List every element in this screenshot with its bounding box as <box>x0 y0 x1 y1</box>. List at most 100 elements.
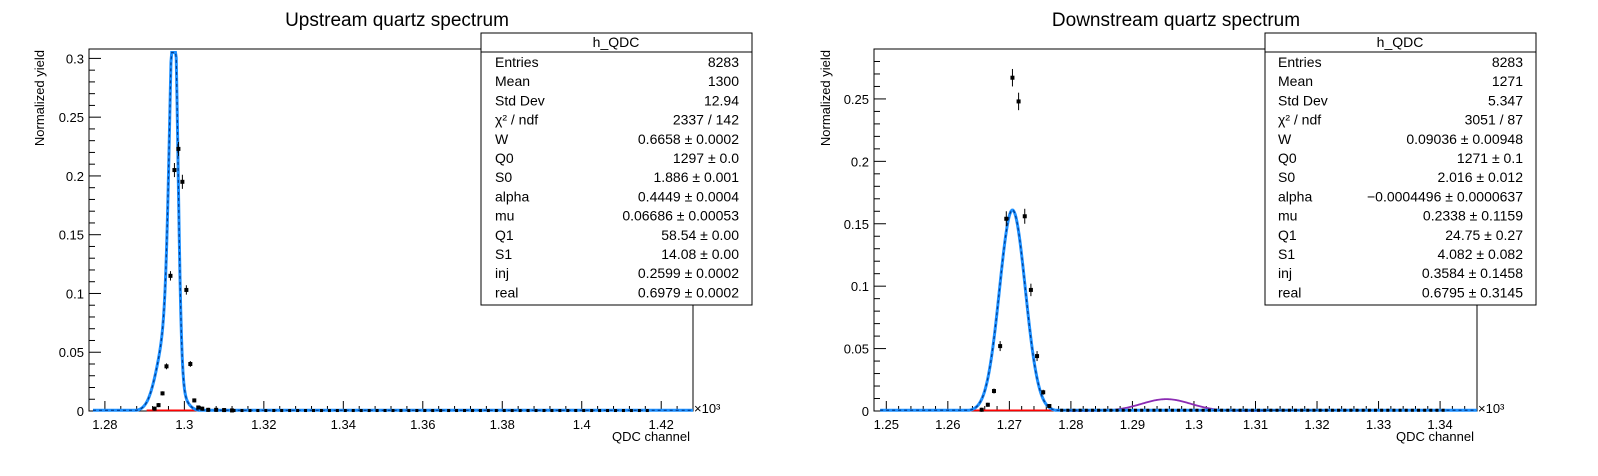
data-point <box>1164 408 1168 412</box>
data-point <box>206 407 211 412</box>
stats-row-label: mu <box>1278 208 1297 224</box>
data-point <box>214 407 219 412</box>
data-point <box>1090 408 1094 412</box>
stats-row-label: Q1 <box>1278 227 1297 243</box>
data-point <box>439 409 443 413</box>
data-point <box>312 409 316 413</box>
stats-row-label: inj <box>1278 265 1292 281</box>
stats-rows: Entries 8283 Mean 1300 Std Dev 12.94 χ² / ndf 2… <box>495 54 739 300</box>
data-point <box>1127 408 1131 412</box>
data-point <box>343 409 347 413</box>
stats-row-value: 0.6795 ± 0.3145 <box>1422 284 1523 300</box>
data-point <box>391 409 395 413</box>
data-point <box>1293 408 1297 412</box>
stats-box-title: h_QDC <box>1377 34 1424 50</box>
data-point <box>232 409 236 413</box>
x-multiplier: ×10³ <box>694 401 721 416</box>
plot-area: 1.28 1.3 1.32 1.34 1.36 1.38 1.4 1.42 0 0.05 0.1 0.… <box>59 51 694 432</box>
stats-box: h_QDC Entries 8283 Mean 1271 Std Dev 5.347 χ² … <box>1264 32 1537 306</box>
data-point <box>455 409 459 413</box>
stats-row-label: Std Dev <box>1278 92 1328 108</box>
data-point <box>486 409 490 413</box>
data-point <box>327 409 331 413</box>
data-point <box>1257 408 1261 412</box>
x-tick-label: 1.36 <box>410 417 435 432</box>
data-point <box>1152 408 1156 412</box>
y-tick-label: 0.3 <box>66 51 84 66</box>
x-tick-label: 1.28 <box>92 417 117 432</box>
data-point <box>1189 408 1193 412</box>
data-point <box>1423 408 1427 412</box>
data-point <box>264 409 268 413</box>
data-point <box>1010 75 1015 80</box>
x-tick-label: 1.32 <box>251 417 276 432</box>
x-tick-label: 1.27 <box>997 417 1022 432</box>
data-point <box>1410 408 1414 412</box>
stats-row-label: Std Dev <box>495 92 545 108</box>
data-point <box>176 146 181 151</box>
stats-row-value: 5.347 <box>1488 92 1523 108</box>
data-point <box>1115 408 1119 412</box>
stats-row-label: S1 <box>495 246 512 262</box>
data-point <box>160 391 165 396</box>
stats-row-value: 14.08 ± 0.00 <box>661 246 739 262</box>
data-point <box>1170 408 1174 412</box>
stats-row-label: χ² / ndf <box>495 112 538 128</box>
y-tick-label: 0.1 <box>66 286 84 301</box>
data-point <box>502 409 506 413</box>
data-point <box>1398 408 1402 412</box>
data-point <box>637 409 641 413</box>
x-tick-label: 1.42 <box>649 417 674 432</box>
data-point <box>534 409 538 413</box>
data-point <box>367 409 371 413</box>
stats-row-label: W <box>495 131 509 147</box>
stats-row-value: 4.082 ± 0.082 <box>1437 246 1523 262</box>
data-point <box>1380 408 1384 412</box>
stats-row-value: 3051 / 87 <box>1465 112 1524 128</box>
data-point <box>1140 408 1144 412</box>
data-point <box>447 409 451 413</box>
data-point <box>621 409 625 413</box>
data-point <box>598 409 602 413</box>
x-tick-label: 1.33 <box>1366 417 1391 432</box>
data-point <box>335 409 339 413</box>
data-point <box>1232 408 1236 412</box>
y-tick-label: 0.25 <box>844 92 869 107</box>
data-point <box>1306 408 1310 412</box>
data-point <box>991 389 996 394</box>
x-tick-label: 1.34 <box>331 417 356 432</box>
data-point <box>1355 408 1359 412</box>
stats-row-value: 24.75 ± 0.27 <box>1445 227 1523 243</box>
stats-row-value: 2.016 ± 0.012 <box>1437 169 1523 185</box>
data-point <box>590 409 594 413</box>
y-axis-label: Normalized yield <box>818 50 833 146</box>
data-point <box>1195 408 1199 412</box>
y-tick-label: 0.25 <box>59 110 84 125</box>
y-tick-label: 0.2 <box>66 169 84 184</box>
stats-row-label: Q1 <box>495 227 514 243</box>
data-point <box>566 409 570 413</box>
data-point <box>463 409 467 413</box>
data-point <box>200 406 205 411</box>
data-point <box>1207 408 1211 412</box>
data-point <box>494 409 498 413</box>
data-point <box>1435 408 1439 412</box>
stats-row-value: 0.2599 ± 0.0002 <box>638 265 739 281</box>
x-tick-label: 1.38 <box>490 417 515 432</box>
data-point <box>1300 408 1304 412</box>
data-point <box>1004 216 1009 221</box>
stats-row-label: Entries <box>495 54 539 70</box>
stats-row-label: alpha <box>1278 188 1312 204</box>
data-point <box>399 409 403 413</box>
stats-row-label: mu <box>495 208 514 224</box>
stats-row-value: −0.0004496 ± 0.0000637 <box>1367 188 1523 204</box>
data-point <box>1022 214 1027 219</box>
data-point <box>1281 408 1285 412</box>
data-point <box>1134 408 1138 412</box>
data-point <box>230 408 235 413</box>
data-point <box>1367 408 1371 412</box>
stats-row-value: 1271 ± 0.1 <box>1457 150 1523 166</box>
data-point <box>645 409 649 413</box>
